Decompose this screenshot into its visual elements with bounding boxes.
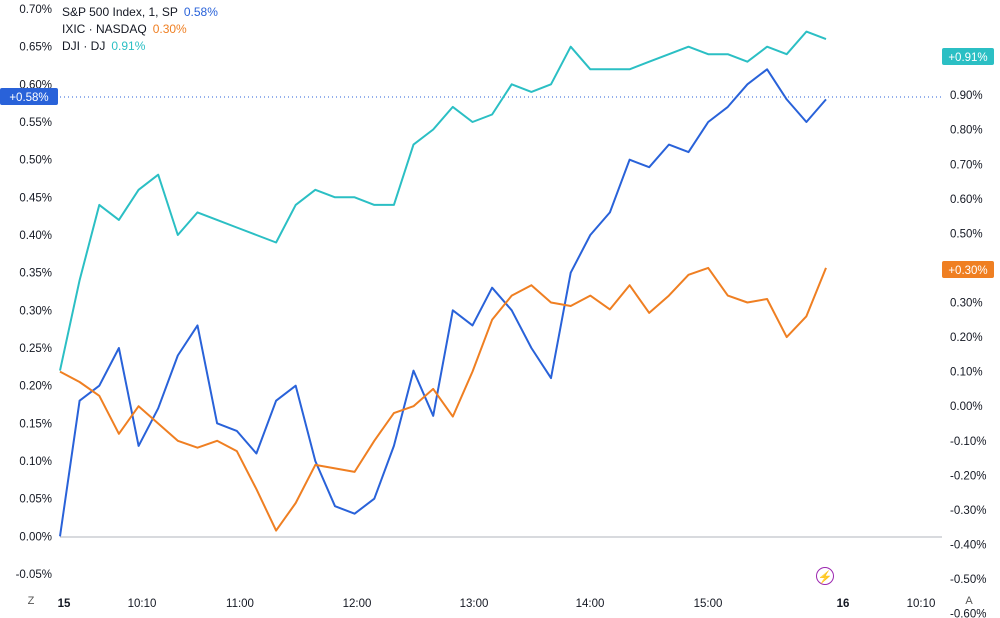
left-axis-tick: 0.70%: [19, 4, 52, 16]
right-dji-badge: +0.91%: [942, 48, 994, 65]
time-axis-tick: 11:00: [226, 598, 254, 610]
auto-scale-button[interactable]: A: [965, 595, 973, 607]
time-axis-tick: 15:00: [694, 598, 723, 610]
legend-spx[interactable]: S&P 500 Index, 1, SP 0.58%: [62, 4, 218, 21]
time-axis-tick: 16: [837, 598, 850, 610]
left-axis-tick: 0.20%: [19, 381, 52, 393]
right-price-axis[interactable]: 1.00%0.90%0.80%0.70%0.60%0.50%0.40%0.30%…: [950, 56, 986, 618]
timezone-button[interactable]: Z: [27, 595, 35, 607]
left-last-price-badge: +0.58%: [0, 88, 58, 105]
right-axis-tick: 0.30%: [950, 298, 983, 310]
left-axis-tick: 0.45%: [19, 192, 52, 204]
right-axis-tick: 0.80%: [950, 125, 983, 137]
right-axis-tick: 0.00%: [950, 401, 983, 413]
left-axis-tick: 0.50%: [19, 155, 52, 167]
svg-text:+0.91%: +0.91%: [948, 52, 987, 64]
time-axis[interactable]: 15 10:10 11:00 12:00 13:00 14:00 15:00 16 10:10: [58, 598, 936, 610]
left-axis-tick: 0.30%: [19, 305, 52, 317]
right-axis-tick: -0.20%: [950, 470, 986, 482]
svg-text:+0.30%: +0.30%: [948, 265, 987, 277]
left-price-axis[interactable]: 0.70%0.65%0.60%0.55%0.50%0.45%0.40%0.35%…: [16, 4, 52, 581]
right-axis-tick: -0.50%: [950, 574, 986, 586]
left-axis-tick: 0.55%: [19, 117, 52, 129]
left-axis-tick: 0.05%: [19, 494, 52, 506]
time-axis-tick: 13:00: [460, 598, 489, 610]
lightning-icon[interactable]: ⚡: [816, 567, 834, 585]
legend-ixic[interactable]: IXIC · NASDAQ 0.30%: [62, 21, 218, 38]
series-line-ixic[interactable]: [59, 266, 827, 532]
legend-dji-value: 0.91%: [111, 39, 146, 53]
legend-dji-label: DJI · DJ: [62, 39, 106, 53]
time-axis-tick: 12:00: [343, 598, 372, 610]
left-axis-tick: 0.35%: [19, 268, 52, 280]
left-axis-tick: 0.10%: [19, 456, 52, 468]
right-axis-tick: 0.20%: [950, 332, 983, 344]
right-axis-tick: -0.60%: [950, 609, 986, 618]
left-axis-tick: 0.65%: [19, 42, 52, 54]
left-axis-tick: 0.00%: [19, 531, 52, 543]
right-axis-tick: 0.70%: [950, 159, 983, 171]
series-layer: [59, 30, 827, 537]
right-axis-tick: -0.10%: [950, 436, 986, 448]
left-axis-tick: 0.15%: [19, 418, 52, 430]
right-axis-tick: 0.60%: [950, 194, 983, 206]
time-axis-tick: 15: [58, 598, 71, 610]
right-axis-tick: -0.30%: [950, 505, 986, 517]
time-axis-tick: 10:10: [128, 598, 157, 610]
legend-spx-value: 0.58%: [183, 5, 218, 19]
time-axis-tick: 10:10: [907, 598, 936, 610]
left-axis-tick: 0.40%: [19, 230, 52, 242]
legend-spx-label: S&P 500 Index, 1, SP: [62, 5, 178, 19]
right-axis-tick: 0.10%: [950, 367, 983, 379]
legend-dji[interactable]: DJI · DJ 0.91%: [62, 38, 218, 55]
chart-legend: S&P 500 Index, 1, SP 0.58% IXIC · NASDAQ 0…: [62, 4, 218, 55]
time-axis-tick: 14:00: [576, 598, 605, 610]
legend-ixic-label: IXIC · NASDAQ: [62, 22, 147, 36]
series-line-dji[interactable]: [59, 30, 827, 371]
right-axis-tick: 0.90%: [950, 90, 983, 102]
left-axis-tick: 0.25%: [19, 343, 52, 355]
legend-ixic-value: 0.30%: [152, 22, 187, 36]
right-axis-tick: -0.40%: [950, 539, 986, 551]
svg-text:+0.58%: +0.58%: [9, 92, 48, 104]
left-axis-tick: -0.05%: [16, 569, 52, 581]
right-axis-tick: 0.50%: [950, 228, 983, 240]
series-line-spx[interactable]: [59, 68, 827, 537]
right-ixic-badge: +0.30%: [942, 261, 994, 278]
